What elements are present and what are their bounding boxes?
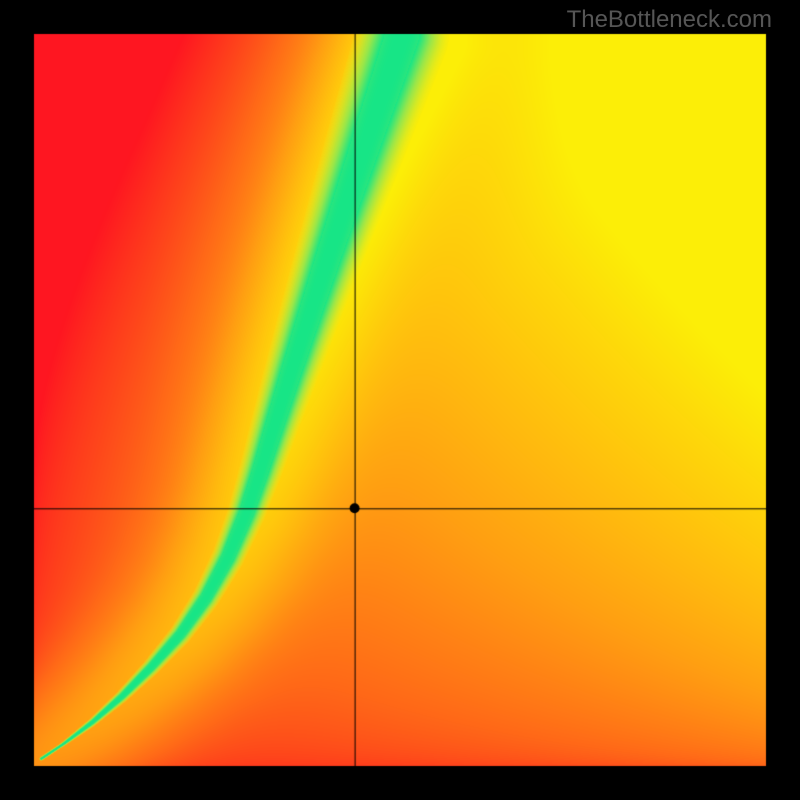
watermark-text: TheBottleneck.com — [567, 6, 772, 34]
chart-container: TheBottleneck.com — [0, 0, 800, 800]
bottleneck-heatmap — [0, 0, 800, 800]
